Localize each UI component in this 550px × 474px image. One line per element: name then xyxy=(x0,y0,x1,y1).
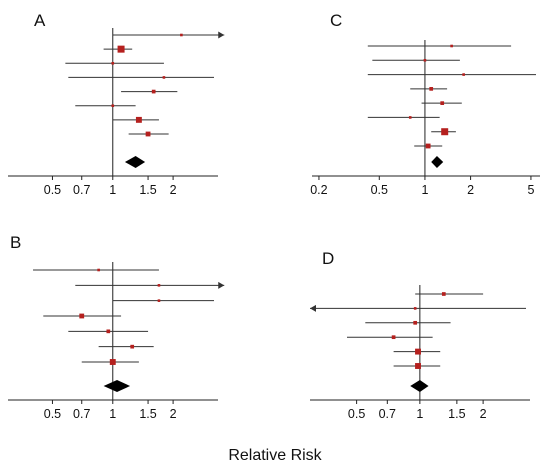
study-estimate-marker xyxy=(111,104,114,107)
pooled-estimate-diamond xyxy=(431,156,443,168)
study-estimate-marker xyxy=(415,363,421,369)
study-estimate-marker xyxy=(146,132,151,137)
x-tick-label: 1 xyxy=(109,407,116,421)
x-tick-label: 2 xyxy=(170,183,177,197)
forest-panel-b: B 0.5 0.7 1 1.5 2 xyxy=(8,233,224,421)
study-estimate-marker xyxy=(106,329,110,333)
study-estimate-marker xyxy=(441,128,448,135)
x-tick-label: 2 xyxy=(170,407,177,421)
panel-label: C xyxy=(330,11,342,30)
x-tick-label: 1.5 xyxy=(139,407,156,421)
x-tick-label: 1.5 xyxy=(139,183,156,197)
panel-label: A xyxy=(34,11,46,30)
study-estimate-marker xyxy=(110,359,116,365)
x-tick-label: 2 xyxy=(467,183,474,197)
x-tick-label: 1 xyxy=(109,183,116,197)
forest-panel-c: C 0.2 0.5 1 2 5 xyxy=(310,11,540,197)
forest-panel-a: A 0.5 0.7 1 1.5 2 xyxy=(8,11,224,197)
x-axis-label: Relative Risk xyxy=(0,447,550,465)
pooled-estimate-diamond xyxy=(104,380,130,392)
study-estimate-marker xyxy=(79,314,84,319)
x-tick-label: 1 xyxy=(416,407,423,421)
x-tick-label: 0.5 xyxy=(44,183,61,197)
panel-label: D xyxy=(322,249,334,268)
x-tick-label: 0.5 xyxy=(44,407,61,421)
study-estimate-marker xyxy=(413,321,417,325)
x-tick-label: 2 xyxy=(480,407,487,421)
study-estimate-marker xyxy=(450,45,453,48)
x-tick-label: 0.5 xyxy=(371,183,388,197)
study-estimate-marker xyxy=(415,349,421,355)
study-estimate-marker xyxy=(409,116,412,119)
study-estimate-marker xyxy=(414,307,417,310)
ci-arrow-left xyxy=(310,305,316,312)
study-estimate-marker xyxy=(136,117,142,123)
x-tick-label: 1 xyxy=(421,183,428,197)
study-estimate-marker xyxy=(392,335,396,339)
study-estimate-marker xyxy=(152,90,156,94)
ci-arrow-right xyxy=(218,282,224,289)
study-estimate-marker xyxy=(442,292,446,296)
study-estimate-marker xyxy=(424,59,427,62)
study-estimate-marker xyxy=(158,299,161,302)
x-tick-label: 1.5 xyxy=(448,407,465,421)
x-tick-label: 5 xyxy=(527,183,534,197)
x-tick-label: 0.5 xyxy=(348,407,365,421)
study-estimate-marker xyxy=(462,73,465,76)
x-tick-label: 0.2 xyxy=(310,183,327,197)
study-estimate-marker xyxy=(180,34,183,37)
ci-arrow-right xyxy=(218,32,224,39)
study-estimate-marker xyxy=(163,76,166,79)
study-estimate-marker xyxy=(440,101,444,105)
study-estimate-marker xyxy=(130,345,134,349)
pooled-estimate-diamond xyxy=(125,156,145,168)
study-estimate-marker xyxy=(426,144,431,149)
x-tick-label: 0.7 xyxy=(379,407,396,421)
panel-label: B xyxy=(10,233,21,252)
x-tick-label: 0.7 xyxy=(73,183,90,197)
forest-panel-d: D 0.5 0.7 1 1.5 2 xyxy=(310,249,530,421)
study-estimate-marker xyxy=(118,46,125,53)
study-estimate-marker xyxy=(111,62,114,65)
pooled-estimate-diamond xyxy=(410,380,428,392)
study-estimate-marker xyxy=(97,269,100,272)
x-tick-label: 0.7 xyxy=(73,407,90,421)
study-estimate-marker xyxy=(429,87,433,91)
study-estimate-marker xyxy=(158,284,161,287)
